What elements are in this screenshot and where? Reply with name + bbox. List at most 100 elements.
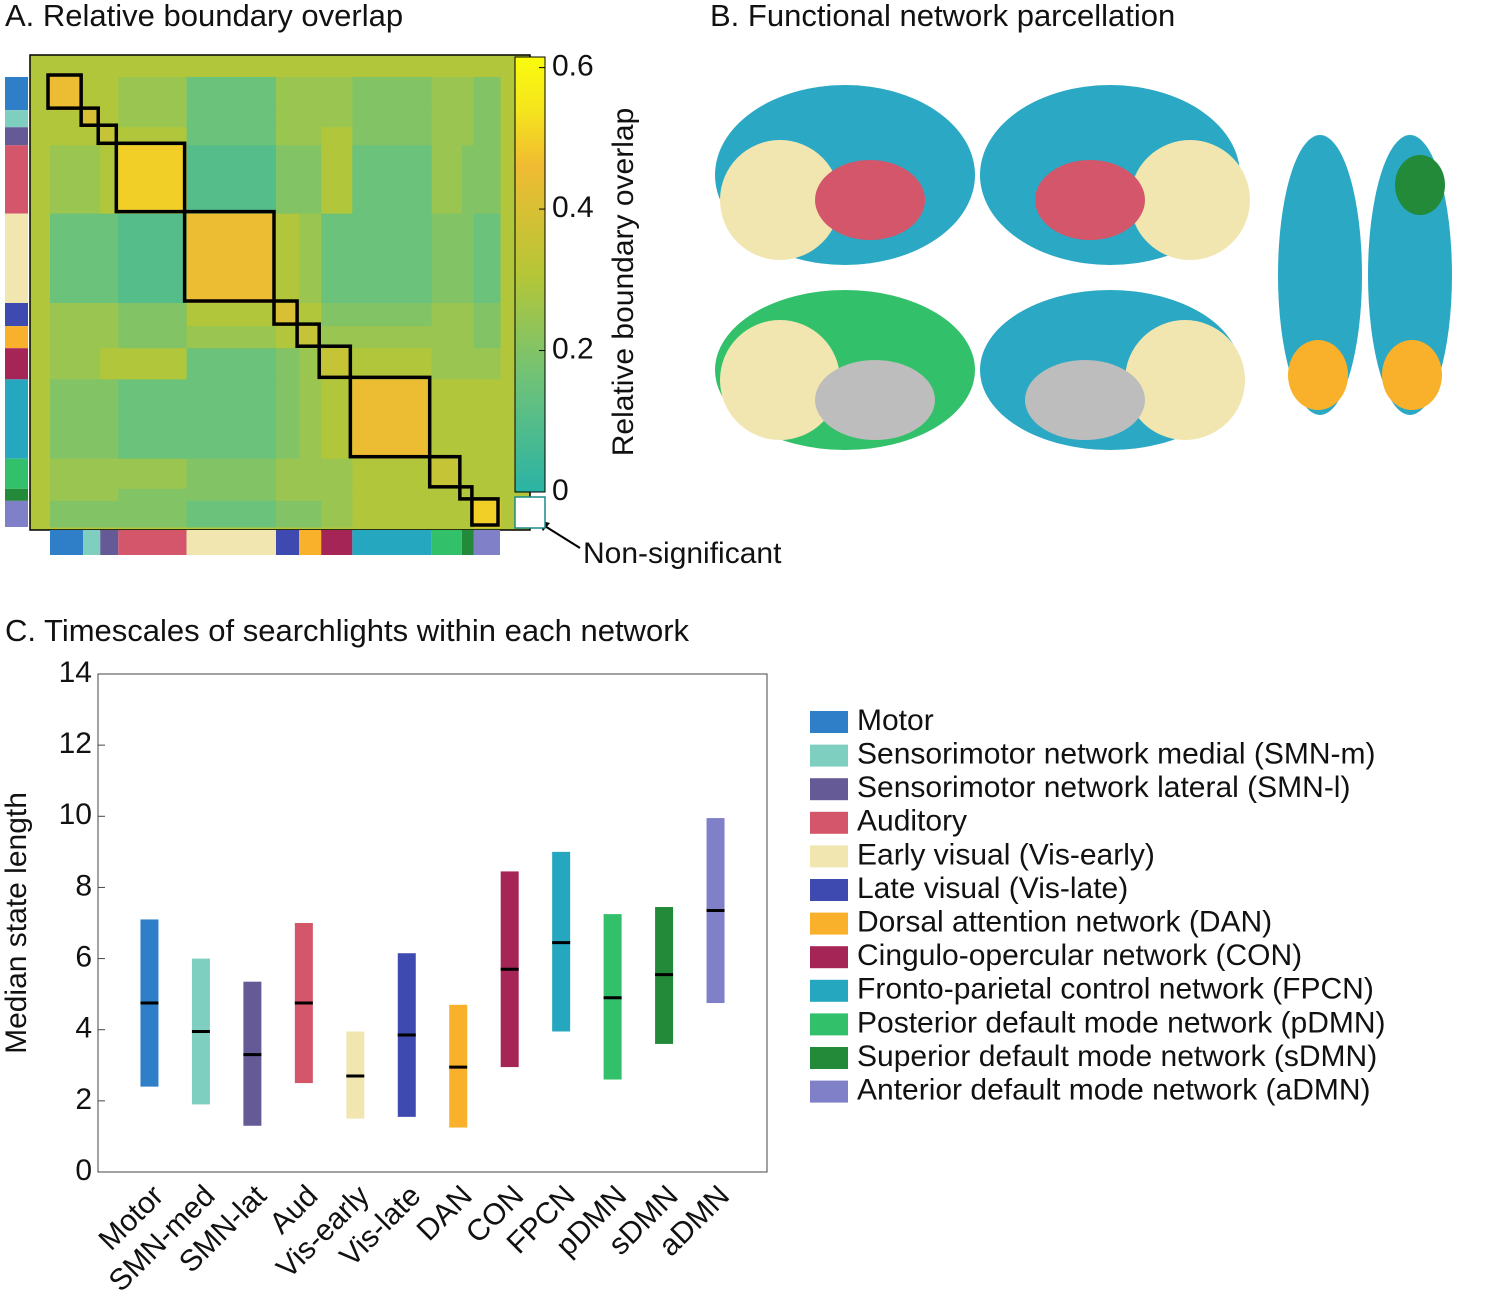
block-outline [348, 375, 432, 459]
heatmap-cell [83, 458, 101, 490]
heatmap-cell [461, 326, 475, 349]
network-strip-left [5, 213, 28, 304]
heatmap-cell [299, 348, 322, 380]
heatmap-cell [321, 488, 353, 502]
heatmap-cell [473, 213, 501, 304]
heatmap-cell [186, 145, 277, 215]
heatmap-cell [352, 458, 433, 490]
legend-label: Late visual (Vis-late) [857, 872, 1128, 905]
heatmap-cell [431, 213, 463, 304]
network-strip-left [5, 488, 28, 501]
network-strip-bottom [50, 530, 84, 555]
heatmap-cell [473, 379, 501, 460]
y-tick-label: 4 [75, 1012, 92, 1045]
legend-label: Superior default mode network (sDMN) [857, 1040, 1377, 1073]
heatmap-cell [299, 303, 322, 327]
heatmap-cell [473, 77, 501, 111]
colorbar-nonsig [514, 496, 546, 529]
heatmap-cell [186, 110, 277, 128]
heatmap-cell [299, 145, 322, 215]
brain-region [1125, 320, 1245, 440]
brain-region [1025, 360, 1145, 440]
heatmap-cell [461, 77, 475, 111]
heatmap-cell [276, 77, 300, 111]
heatmap-cell [100, 500, 119, 528]
heatmap-cell [431, 458, 463, 490]
heatmap-cell [276, 127, 300, 146]
heatmap-cell [473, 500, 501, 528]
heatmap-cell [50, 77, 84, 111]
heatmap-cell [186, 458, 277, 490]
heatmap-cell [186, 500, 277, 528]
brain-top-left [1278, 135, 1362, 415]
heatmap-cell [118, 488, 188, 502]
colorbar-tick-label: 0 [552, 474, 569, 507]
heatmap-cell [473, 348, 501, 380]
colorbar-tick-label: 0.6 [552, 50, 594, 83]
colorbar-label: Relative boundary overlap [607, 108, 640, 457]
legend-label: Motor [857, 704, 934, 737]
y-tick-label: 12 [59, 727, 92, 760]
heatmap-cell [431, 326, 463, 349]
legend-swatch [810, 879, 848, 901]
legend-label: Anterior default mode network (aDMN) [857, 1074, 1371, 1107]
brain-views [715, 85, 1452, 450]
heatmap-cell [100, 145, 119, 215]
heatmap-cell [299, 213, 322, 304]
legend-label: Sensorimotor network lateral (SMN-l) [857, 771, 1350, 804]
block-outline [317, 344, 353, 380]
heatmap-cell [50, 326, 84, 349]
heatmap-cell [473, 127, 501, 146]
heatmap-cell [321, 500, 353, 528]
network-strip-left [5, 458, 28, 489]
heatmap-cell [100, 348, 119, 380]
y-tick-label: 2 [75, 1083, 92, 1116]
heatmap-cell [321, 127, 353, 146]
x-tick-label: DAN [411, 1179, 479, 1247]
heatmap-cell [186, 348, 277, 380]
block-outline [427, 454, 462, 489]
heatmap-cell [276, 458, 300, 490]
heatmap-cell [431, 127, 463, 146]
legend-label: Posterior default mode network (pDMN) [857, 1006, 1386, 1039]
heatmap-cell [100, 77, 119, 111]
heatmap-cell [299, 77, 322, 111]
heatmap-cell [50, 145, 84, 215]
network-strip-left [5, 379, 28, 459]
heatmap-cell [118, 145, 188, 215]
heatmap-cell [186, 379, 277, 460]
heatmap-cell [431, 379, 463, 460]
heatmap-cell [299, 500, 322, 528]
heatmap-cell [299, 379, 322, 460]
network-strip-bottom [299, 530, 322, 555]
brain-region [815, 160, 925, 240]
heatmap-cell [352, 303, 433, 327]
heatmap-cell [118, 110, 188, 128]
legend-swatch [810, 778, 848, 801]
network-strip-bottom [352, 530, 432, 555]
y-tick-label: 8 [75, 869, 92, 902]
heatmap-cell [50, 348, 84, 380]
heatmap-cell [118, 127, 188, 146]
heatmap-cell [100, 326, 119, 349]
heatmap-cell [431, 303, 463, 327]
heatmap-cell [100, 488, 119, 502]
heatmap-cell [461, 127, 475, 146]
legend-label: Dorsal attention network (DAN) [857, 906, 1272, 939]
heatmap-cell [83, 213, 101, 304]
network-strip-left [5, 348, 28, 380]
heatmap-cell [83, 77, 101, 111]
network-strip-left [5, 303, 28, 327]
heatmap-cell [100, 213, 119, 304]
heatmap-cell [100, 303, 119, 327]
heatmap-cell [276, 213, 300, 304]
heatmap-cell [50, 127, 84, 146]
heatmap-cell [186, 303, 277, 327]
legend-swatch [810, 1047, 848, 1069]
heatmap-cell [352, 488, 433, 502]
legend-label: Sensorimotor network medial (SMN-m) [857, 738, 1375, 771]
heatmap-cell [299, 127, 322, 146]
heatmap-cell [431, 110, 463, 128]
annotation-arrow [539, 522, 581, 549]
heatmap-cell [118, 379, 188, 460]
